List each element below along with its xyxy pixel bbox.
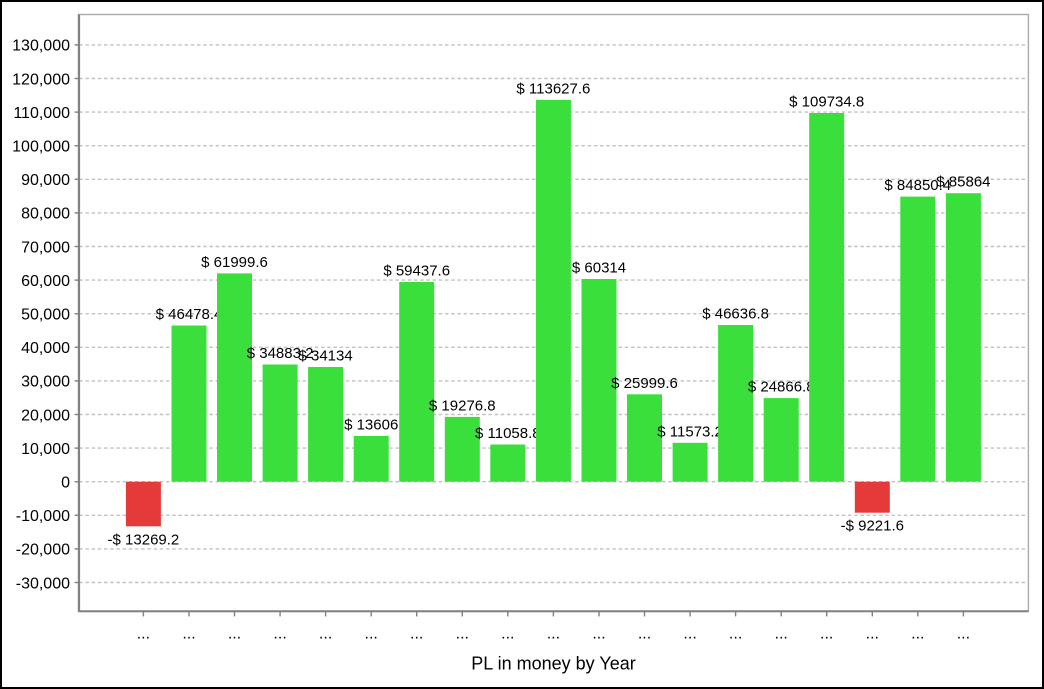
svg-text:-10,000: -10,000 bbox=[16, 508, 70, 525]
svg-text:PL in money by Year: PL in money by Year bbox=[471, 654, 635, 674]
svg-text:60,000: 60,000 bbox=[21, 273, 70, 290]
svg-text:...: ... bbox=[683, 625, 696, 642]
svg-text:...: ... bbox=[866, 625, 879, 642]
svg-text:...: ... bbox=[775, 625, 788, 642]
svg-text:100,000: 100,000 bbox=[12, 139, 70, 156]
svg-text:$ 85864: $ 85864 bbox=[936, 174, 990, 191]
svg-text:$ 13606: $ 13606 bbox=[344, 417, 398, 434]
svg-text:...: ... bbox=[456, 625, 469, 642]
svg-text:110,000: 110,000 bbox=[13, 105, 70, 122]
svg-text:...: ... bbox=[137, 625, 150, 642]
svg-text:$ 59437.6: $ 59437.6 bbox=[383, 263, 450, 280]
svg-text:...: ... bbox=[365, 625, 378, 642]
svg-text:70,000: 70,000 bbox=[21, 239, 70, 256]
svg-text:$ 11058.8: $ 11058.8 bbox=[475, 425, 541, 442]
svg-text:$ 113627.6: $ 113627.6 bbox=[516, 80, 590, 97]
svg-text:-30,000: -30,000 bbox=[16, 575, 70, 592]
svg-text:...: ... bbox=[820, 625, 833, 642]
svg-text:90,000: 90,000 bbox=[21, 172, 70, 189]
svg-text:20,000: 20,000 bbox=[21, 407, 70, 424]
svg-text:$ 19276.8: $ 19276.8 bbox=[429, 397, 496, 414]
svg-text:$ 46636.8: $ 46636.8 bbox=[702, 306, 769, 323]
svg-text:...: ... bbox=[228, 625, 241, 642]
svg-text:...: ... bbox=[957, 625, 970, 642]
svg-text:10,000: 10,000 bbox=[21, 441, 70, 458]
svg-text:$ 84850.4: $ 84850.4 bbox=[884, 177, 951, 194]
svg-text:...: ... bbox=[638, 625, 651, 642]
svg-text:$ 24866.8: $ 24866.8 bbox=[748, 379, 815, 396]
svg-text:$ 34883.2: $ 34883.2 bbox=[247, 345, 314, 362]
svg-text:$ 34134: $ 34134 bbox=[298, 348, 352, 365]
svg-text:40,000: 40,000 bbox=[21, 340, 70, 357]
svg-text:$ 46478.4: $ 46478.4 bbox=[156, 306, 223, 323]
svg-text:$ 25999.6: $ 25999.6 bbox=[611, 375, 678, 392]
svg-text:...: ... bbox=[729, 625, 742, 642]
svg-text:...: ... bbox=[319, 625, 332, 642]
svg-text:...: ... bbox=[273, 625, 286, 642]
svg-text:130,000: 130,000 bbox=[12, 38, 70, 55]
svg-text:$ 11573.2: $ 11573.2 bbox=[657, 423, 723, 440]
svg-text:120,000: 120,000 bbox=[12, 71, 70, 88]
svg-text:...: ... bbox=[911, 625, 924, 642]
svg-text:...: ... bbox=[547, 625, 560, 642]
svg-text:80,000: 80,000 bbox=[21, 206, 70, 223]
svg-text:-20,000: -20,000 bbox=[16, 542, 70, 559]
svg-text:...: ... bbox=[592, 625, 605, 642]
svg-text:...: ... bbox=[501, 625, 514, 642]
svg-text:$ 61999.6: $ 61999.6 bbox=[201, 254, 268, 271]
svg-text:-$ 13269.2: -$ 13269.2 bbox=[108, 531, 180, 548]
svg-text:...: ... bbox=[182, 625, 195, 642]
svg-text:$ 60314: $ 60314 bbox=[572, 260, 626, 277]
svg-text:-$ 9221.6: -$ 9221.6 bbox=[841, 518, 904, 535]
svg-text:...: ... bbox=[410, 625, 423, 642]
svg-text:50,000: 50,000 bbox=[21, 307, 70, 324]
svg-text:30,000: 30,000 bbox=[21, 374, 70, 391]
svg-text:0: 0 bbox=[61, 475, 70, 492]
svg-text:$ 109734.8: $ 109734.8 bbox=[789, 94, 864, 111]
